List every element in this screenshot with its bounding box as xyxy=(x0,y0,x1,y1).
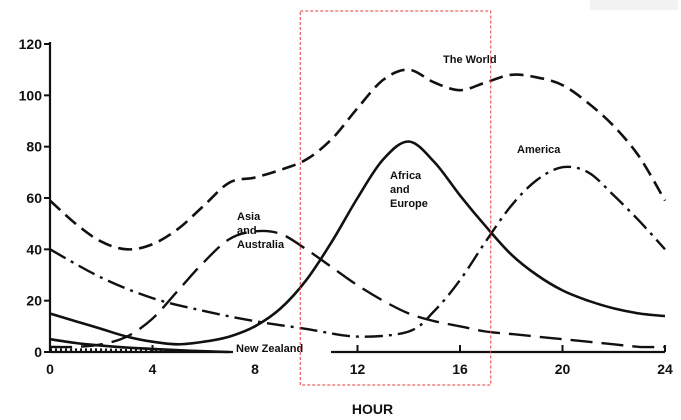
y-tick-label: 100 xyxy=(19,87,43,103)
annotation-background xyxy=(233,342,331,356)
annotation-world: The World xyxy=(443,54,497,66)
x-axis-title: HOUR xyxy=(352,401,393,417)
y-tick-label: 120 xyxy=(19,36,43,52)
x-tick-label: 4 xyxy=(149,361,157,377)
x-tick-label: 24 xyxy=(657,361,673,377)
annotation-new-zealand: New Zealand xyxy=(233,342,331,356)
y-tick-label: 40 xyxy=(26,241,42,257)
annotation-africa-europe: Africa and Europe xyxy=(390,170,428,210)
annotation-text: The World xyxy=(443,54,497,66)
y-tick-label: 60 xyxy=(26,190,42,206)
x-tick-label: 0 xyxy=(46,361,54,377)
x-tick-label: 12 xyxy=(350,361,366,377)
axis-ticks: 0 20 40 60 80 100 120 0 4 8 12 16 20 24 xyxy=(19,36,673,377)
y-tick-label: 80 xyxy=(26,139,42,155)
x-tick-label: 8 xyxy=(251,361,259,377)
annotation-text: Africa xyxy=(390,170,422,182)
highlight-region xyxy=(299,10,492,386)
x-tick-label: 20 xyxy=(555,361,571,377)
annotation-asia-australia: Asia and Australia xyxy=(237,211,285,251)
series-line-new-zealand-dotted xyxy=(50,348,204,353)
series-line-america xyxy=(49,165,666,338)
y-tick-label: 0 xyxy=(34,344,42,360)
annotation-text: New Zealand xyxy=(236,343,303,355)
y-tick-label: 20 xyxy=(26,293,42,309)
annotations: The World America Africa and Europe Asia and Au… xyxy=(233,54,561,356)
annotation-text: Australia xyxy=(237,239,285,251)
annotation-text: America xyxy=(517,144,561,156)
x-tick-label: 16 xyxy=(452,361,468,377)
annotation-text: and xyxy=(390,184,410,196)
series-line-asia-australia xyxy=(49,229,666,349)
annotation-america: America xyxy=(517,144,561,156)
series-line-africa-europe xyxy=(49,140,666,346)
corner-patch xyxy=(590,0,678,10)
series-line-world xyxy=(49,68,667,251)
annotation-text: Asia xyxy=(237,211,261,223)
series-layer xyxy=(49,68,667,354)
annotation-text: and xyxy=(237,225,257,237)
annotation-text: Europe xyxy=(390,198,428,210)
